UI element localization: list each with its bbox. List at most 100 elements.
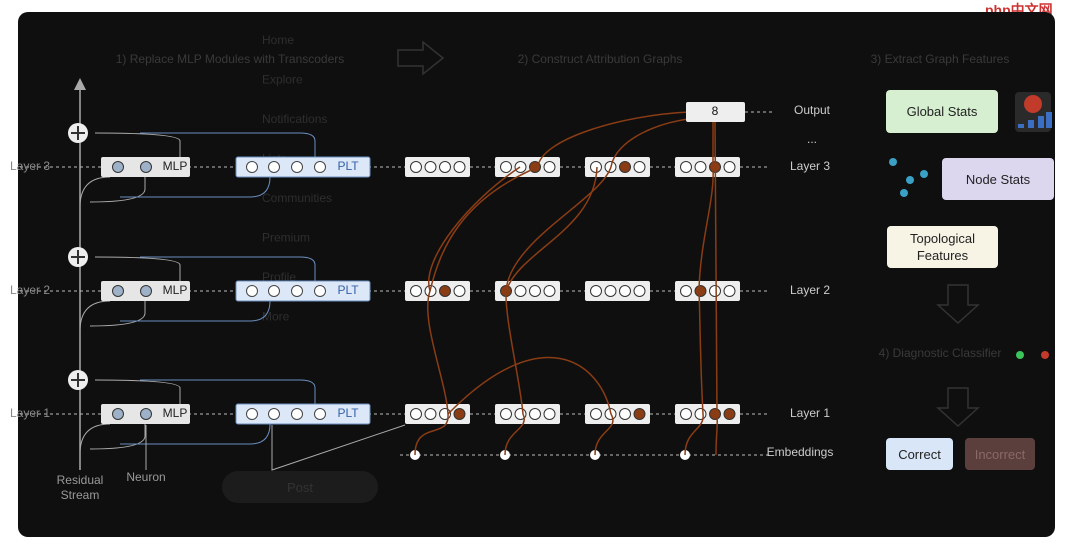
- graph-node: [500, 408, 512, 420]
- neuron: [291, 408, 303, 420]
- node-box: [495, 281, 560, 301]
- stage-arrow: [397, 40, 445, 76]
- attribution-edge: [414, 166, 539, 456]
- graph-node: [633, 161, 646, 173]
- mlp-out: [94, 256, 181, 281]
- outcome-box: Incorrect: [965, 438, 1035, 470]
- mlp-label: MLP: [163, 283, 188, 297]
- graph-node: [633, 285, 646, 297]
- attribution-edge: [428, 166, 598, 292]
- sidebar-item: Home: [262, 33, 294, 47]
- node-box: [495, 404, 560, 424]
- graph-node: [680, 408, 692, 420]
- arrow-head: [74, 78, 86, 90]
- neuron: [314, 408, 326, 420]
- node-box: [495, 157, 560, 177]
- graph-node: [410, 408, 422, 420]
- graph-node: [410, 161, 422, 173]
- output-value: 8: [712, 104, 719, 118]
- graph-node: [723, 285, 736, 297]
- icon-bar: [1018, 124, 1024, 128]
- graph-node: [439, 161, 451, 173]
- feature-box: Node Stats: [942, 158, 1054, 200]
- graph-node: [604, 285, 617, 297]
- attribution-edge: [504, 166, 612, 456]
- graph-node: [619, 408, 631, 420]
- mlp-out: [94, 379, 181, 404]
- plt-path: [120, 256, 316, 322]
- graph-node: [619, 285, 631, 297]
- graph-node: [453, 285, 466, 297]
- graph-node: [439, 285, 451, 297]
- plus-sign: [71, 126, 85, 140]
- attribution-edge: [447, 356, 614, 456]
- neuron: [112, 408, 124, 420]
- output-label: Output: [794, 103, 831, 117]
- icon-node: [900, 189, 908, 197]
- graph-node: [723, 408, 736, 420]
- node-box: [585, 157, 650, 177]
- residual-label: Residual Stream: [56, 473, 104, 502]
- graph-node: [709, 285, 721, 297]
- mlp-loop: [89, 177, 146, 203]
- graph-node: [529, 285, 541, 297]
- neuron: [268, 161, 280, 173]
- sidebar-item: Explore: [262, 73, 303, 87]
- ellipsis: ...: [807, 132, 817, 146]
- neuron-label: Neuron: [126, 470, 165, 484]
- zoom-lines: [271, 424, 406, 471]
- node-box: [675, 281, 740, 301]
- icon-bar: [1038, 116, 1044, 128]
- graph-node: [694, 161, 707, 173]
- plt-label: PLT: [337, 283, 359, 297]
- node-box: [585, 281, 650, 301]
- layer-label-left: Layer 3: [10, 159, 50, 173]
- output-box: [686, 102, 745, 122]
- icon-node: [1016, 351, 1024, 359]
- neuron: [268, 285, 280, 297]
- feature-box: Global Stats: [886, 90, 998, 133]
- graph-node: [680, 161, 692, 173]
- icon-node: [889, 158, 897, 166]
- neuron: [140, 408, 152, 420]
- skip-connection: [79, 423, 111, 455]
- graph-node: [424, 408, 437, 420]
- neuron: [246, 408, 258, 420]
- sidebar-item: Communities: [262, 191, 332, 205]
- neuron: [314, 161, 326, 173]
- layer-label: Layer 2: [790, 283, 830, 297]
- graph-node: [633, 408, 646, 420]
- graph-node: [543, 408, 556, 420]
- graph-node: [529, 408, 541, 420]
- plt-path: [120, 132, 316, 198]
- overlay-panel: [18, 12, 1055, 537]
- node-box: [405, 281, 470, 301]
- mlp-out: [94, 132, 181, 157]
- neuron: [112, 285, 124, 297]
- sidebar-item: More: [262, 310, 290, 324]
- mlp-label: MLP: [163, 159, 188, 173]
- embeddings-label: Embeddings: [767, 445, 834, 459]
- mlp-label: MLP: [163, 406, 188, 420]
- node-box: [675, 157, 740, 177]
- plt-path: [120, 379, 316, 445]
- neuron: [112, 161, 124, 173]
- plt-label: PLT: [337, 406, 359, 420]
- graph-node: [694, 408, 707, 420]
- node-box: [585, 404, 650, 424]
- neuron: [246, 285, 258, 297]
- post-button: Post: [222, 471, 378, 503]
- neuron: [246, 161, 258, 173]
- graph-node: [543, 285, 556, 297]
- graph-node: [453, 408, 466, 420]
- graph-node: [590, 285, 602, 297]
- graph-node: [590, 161, 602, 173]
- graph-node: [410, 285, 422, 297]
- mlp-loop: [89, 424, 146, 450]
- icon-node: [1041, 351, 1049, 359]
- graph-node: [694, 285, 707, 297]
- icon-bar: [1046, 112, 1052, 128]
- icon-node: [920, 170, 928, 178]
- sidebar-item: Premium: [262, 231, 310, 245]
- neuron: [291, 161, 303, 173]
